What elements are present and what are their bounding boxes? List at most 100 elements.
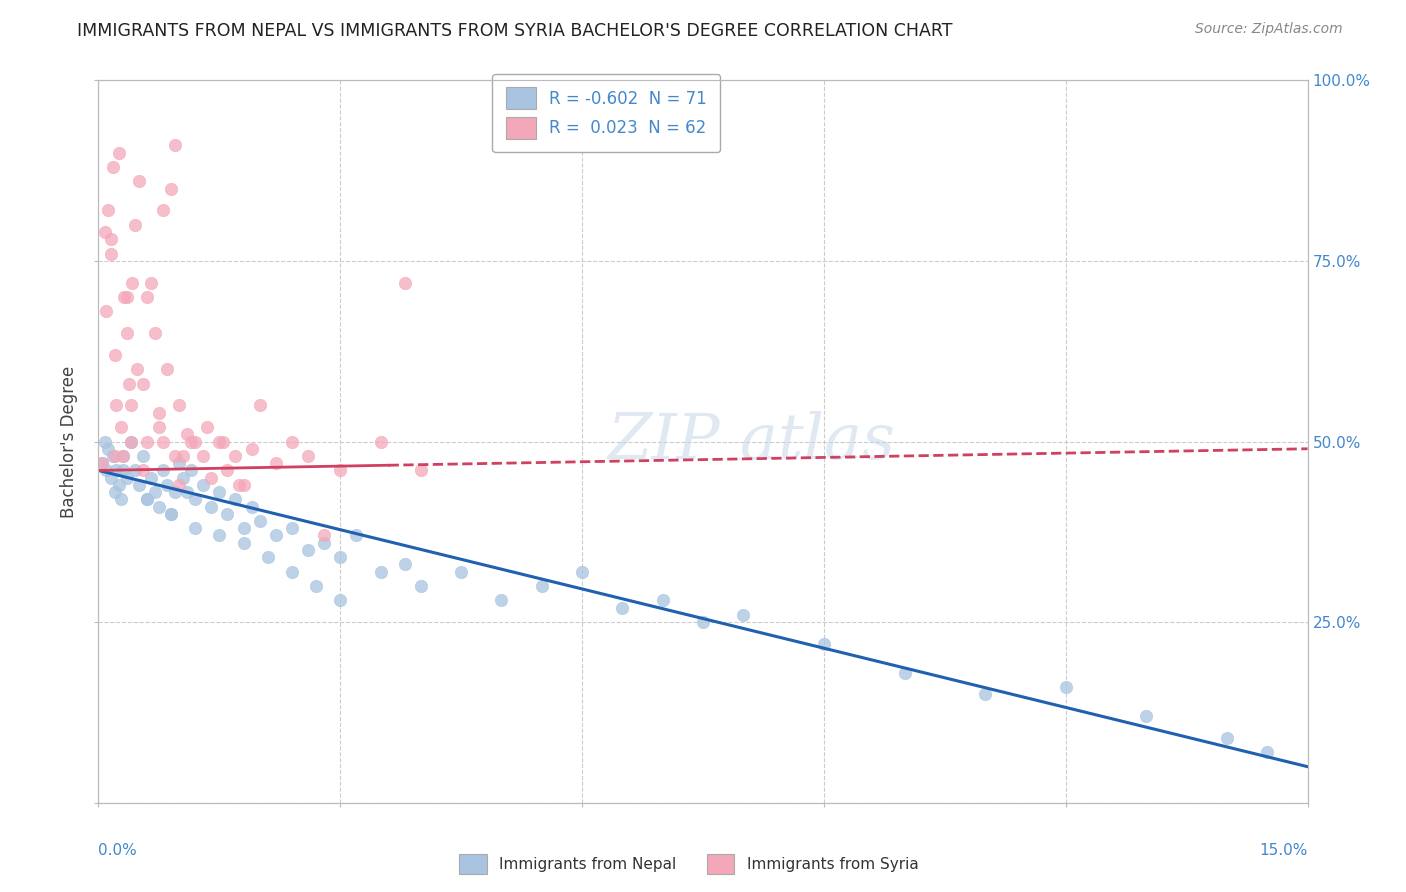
Point <box>148 420 170 434</box>
Point <box>329 593 352 607</box>
Point <box>163 138 186 153</box>
Point <box>135 492 157 507</box>
Point <box>264 456 287 470</box>
Point <box>1216 731 1239 745</box>
Legend: R = -0.602  N = 71, R =  0.023  N = 62: R = -0.602 N = 71, R = 0.023 N = 62 <box>492 74 720 152</box>
Text: IMMIGRANTS FROM NEPAL VS IMMIGRANTS FROM SYRIA BACHELOR'S DEGREE CORRELATION CHA: IMMIGRANTS FROM NEPAL VS IMMIGRANTS FROM… <box>77 22 953 40</box>
Point <box>124 218 146 232</box>
Point <box>132 463 155 477</box>
Text: 15.0%: 15.0% <box>1260 843 1308 857</box>
Point <box>128 478 150 492</box>
Point <box>370 565 392 579</box>
Point <box>249 514 271 528</box>
Point <box>135 492 157 507</box>
Point <box>128 174 150 188</box>
Point <box>105 463 128 477</box>
Point <box>110 492 132 507</box>
Point <box>124 463 146 477</box>
Point <box>139 276 162 290</box>
Point <box>107 145 129 160</box>
Point <box>94 434 117 449</box>
Point <box>152 463 174 477</box>
Point <box>156 478 179 492</box>
Point <box>91 456 114 470</box>
Point <box>240 442 263 456</box>
Point <box>224 492 246 507</box>
Point <box>115 326 138 341</box>
Point <box>200 471 222 485</box>
Point <box>132 449 155 463</box>
Point <box>1135 709 1157 723</box>
Point <box>651 593 673 607</box>
Point <box>297 449 319 463</box>
Point <box>94 225 117 239</box>
Point <box>143 485 166 500</box>
Text: 0.0%: 0.0% <box>98 843 138 857</box>
Point <box>344 528 367 542</box>
Point <box>100 232 122 246</box>
Point <box>167 398 190 412</box>
Point <box>893 665 915 680</box>
Point <box>212 434 235 449</box>
Point <box>96 304 118 318</box>
Point <box>107 478 129 492</box>
Point <box>409 463 432 477</box>
Point <box>105 398 128 412</box>
Point <box>281 565 304 579</box>
Point <box>101 160 124 174</box>
Point <box>120 398 142 412</box>
Point <box>193 449 215 463</box>
Point <box>103 485 125 500</box>
Point <box>160 182 183 196</box>
Point <box>148 500 170 514</box>
Point <box>394 276 416 290</box>
Point <box>96 463 118 477</box>
Point <box>143 326 166 341</box>
Y-axis label: Bachelor's Degree: Bachelor's Degree <box>60 366 79 517</box>
Point <box>120 434 142 449</box>
Point <box>121 276 143 290</box>
Point <box>329 550 352 565</box>
Point <box>115 290 138 304</box>
Point <box>193 478 215 492</box>
Point <box>281 434 304 449</box>
Point <box>232 535 254 549</box>
Point <box>612 600 634 615</box>
Point <box>180 434 202 449</box>
Point <box>163 449 186 463</box>
Point <box>172 471 194 485</box>
Point <box>409 579 432 593</box>
Text: ZIP atlas: ZIP atlas <box>607 410 896 473</box>
Point <box>156 362 179 376</box>
Point <box>232 521 254 535</box>
Point <box>264 528 287 542</box>
Point <box>232 478 254 492</box>
Point <box>249 398 271 412</box>
Point <box>314 535 336 549</box>
Point <box>240 500 263 514</box>
Point <box>176 427 198 442</box>
Point <box>314 528 336 542</box>
Legend: Immigrants from Nepal, Immigrants from Syria: Immigrants from Nepal, Immigrants from S… <box>453 848 925 880</box>
Point <box>184 492 207 507</box>
Point <box>217 463 239 477</box>
Point <box>208 434 231 449</box>
Point <box>120 434 142 449</box>
Point <box>370 434 392 449</box>
Point <box>115 471 138 485</box>
Text: Source: ZipAtlas.com: Source: ZipAtlas.com <box>1195 22 1343 37</box>
Point <box>91 456 114 470</box>
Point <box>97 203 120 218</box>
Point <box>112 290 135 304</box>
Point <box>139 471 162 485</box>
Point <box>172 449 194 463</box>
Point <box>111 463 134 477</box>
Point <box>118 376 141 391</box>
Point <box>110 420 132 434</box>
Point <box>1256 745 1278 759</box>
Point <box>571 565 593 579</box>
Point <box>97 442 120 456</box>
Point <box>208 528 231 542</box>
Point <box>111 449 134 463</box>
Point <box>100 246 122 260</box>
